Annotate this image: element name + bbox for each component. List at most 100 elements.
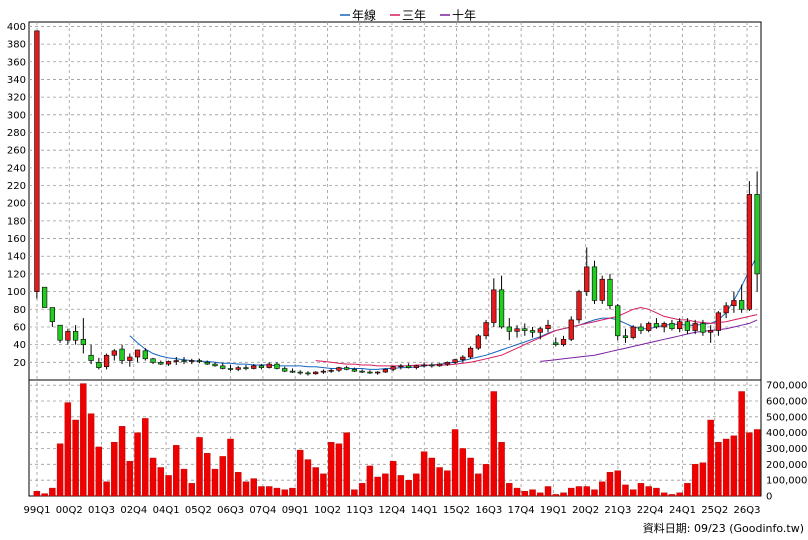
volume-bar: [482, 464, 490, 497]
candle-body: [522, 328, 528, 331]
volume-bar: [544, 486, 552, 497]
candle-body: [382, 369, 389, 373]
volume-bar: [320, 473, 327, 497]
date-tick-label: 22Q4: [637, 505, 664, 516]
ma-line-年線: [129, 255, 758, 370]
date-tick-label: 00Q2: [56, 505, 83, 516]
candle-body: [560, 339, 567, 345]
volume-bar: [374, 476, 381, 497]
candle-body: [204, 362, 210, 365]
date-tick-label: 10Q2: [314, 505, 341, 516]
date-tick-label: 15Q2: [443, 505, 470, 516]
volume-bar: [691, 464, 699, 497]
plot-border: [28, 21, 762, 497]
volume-bar: [351, 489, 358, 497]
price-tick-label: 180: [7, 216, 26, 227]
candle-body: [630, 326, 636, 338]
date-tick-label: 05Q2: [185, 505, 212, 516]
candle-body: [266, 363, 272, 368]
price-tick-label: 120: [7, 269, 26, 280]
volume-bar: [382, 473, 389, 497]
volume-bar: [227, 438, 234, 497]
candle-body: [251, 365, 257, 369]
volume-bar: [389, 460, 397, 497]
candle-body: [669, 323, 675, 330]
candle-body: [421, 364, 427, 367]
candle-body: [134, 349, 141, 358]
candle-body: [715, 312, 722, 331]
volume-tick-label: 100,000: [766, 476, 807, 487]
volume-bar: [64, 402, 72, 497]
price-tick-label: 40: [13, 340, 26, 351]
price-tick-label: 140: [7, 252, 26, 263]
volume-bar: [126, 460, 134, 497]
price-tick-label: 80: [13, 305, 26, 316]
volume-bar: [413, 473, 420, 497]
volume-bar: [444, 470, 451, 497]
volume-bar: [397, 475, 405, 497]
candle-body: [537, 328, 543, 333]
volume-bar: [568, 487, 575, 497]
date-tick-label: 06Q3: [217, 505, 244, 516]
volume-bar: [335, 443, 343, 497]
date-tick-label: 02Q4: [120, 505, 147, 516]
credit-text: 資料日期: 09/23 (Goodinfo.tw): [643, 521, 804, 535]
volume-tick-label: 500,000: [766, 412, 807, 423]
volume-bar: [420, 451, 428, 497]
volume-tick-label: 700,000: [766, 381, 807, 392]
volume-bar: [180, 468, 188, 497]
volume-tick-label: 400,000: [766, 428, 807, 439]
volume-bar: [606, 472, 614, 497]
volume-bar: [149, 457, 157, 497]
candle-body: [336, 367, 342, 371]
candle-body: [103, 354, 110, 368]
date-tick-label: 04Q1: [153, 505, 180, 516]
candle-body: [328, 369, 334, 372]
volume-bar: [188, 483, 195, 497]
volume-bar: [537, 492, 544, 497]
candle-body: [282, 368, 288, 372]
volume-bar: [660, 492, 668, 497]
candle-body: [529, 330, 536, 333]
candle-body: [359, 370, 365, 373]
volume-bar: [250, 478, 257, 497]
volume-bar: [529, 489, 536, 497]
legend-label: 三年: [402, 9, 426, 23]
volume-bar: [521, 491, 529, 497]
candle-body: [568, 319, 574, 340]
candle-body: [413, 365, 419, 368]
date-tick-label: 09Q1: [282, 505, 309, 516]
candle-body: [196, 360, 203, 362]
candle-body: [375, 371, 381, 374]
price-tick-label: 100: [7, 287, 26, 298]
volume-bar: [645, 486, 652, 497]
date-tick-label: 11Q3: [346, 505, 373, 516]
candle-body: [181, 360, 187, 362]
moving-averages: [129, 255, 758, 370]
volume-bar: [343, 432, 350, 497]
volume-bar: [103, 481, 110, 497]
grid-lines: [29, 22, 761, 496]
volume-bar: [289, 487, 296, 497]
candle-body: [607, 278, 613, 307]
candle-body: [367, 371, 373, 374]
volume-bar: [211, 468, 219, 497]
candle-body: [158, 362, 164, 365]
date-tick-label: 19Q1: [540, 505, 567, 516]
candle-body: [390, 366, 396, 370]
date-tick-label: 14Q1: [411, 505, 438, 516]
volume-bar: [715, 441, 722, 497]
volume-bar: [80, 383, 87, 497]
volume-bar: [575, 486, 583, 497]
candle-body: [467, 347, 474, 358]
date-tick-label: 20Q2: [572, 505, 599, 516]
candle-body: [599, 278, 605, 301]
candle-body: [692, 323, 698, 331]
volume-bar: [56, 443, 64, 497]
candle-body: [405, 365, 412, 368]
candle-body: [491, 289, 497, 323]
candle-body: [483, 322, 489, 337]
volume-bar: [436, 467, 443, 497]
candle-body: [653, 323, 660, 328]
